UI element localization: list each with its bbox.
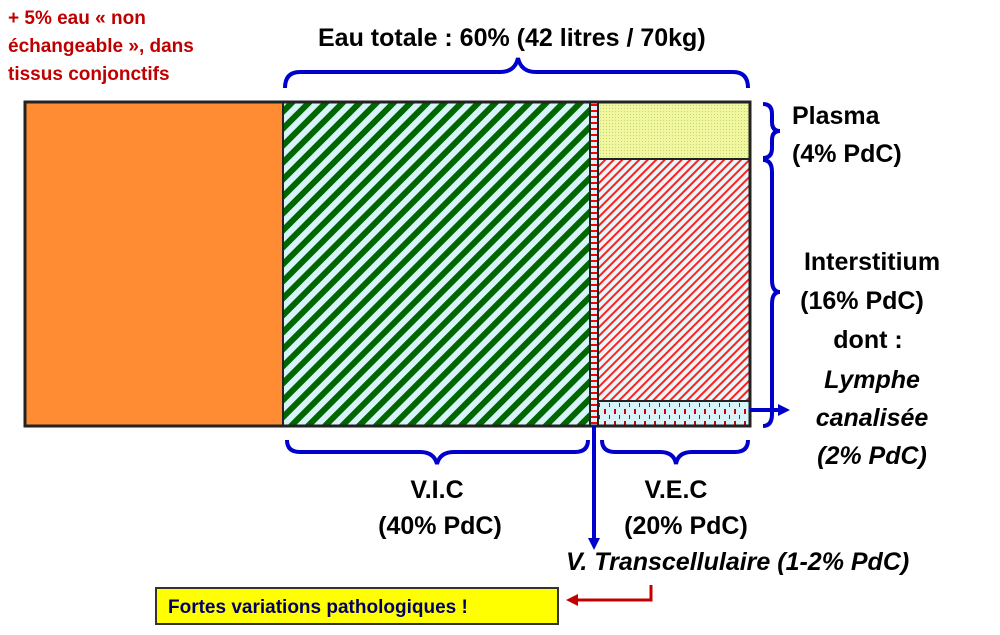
vec-percent: (20% PdC) — [624, 512, 748, 540]
note-line: échangeable », dans — [8, 36, 194, 57]
plasma-percent: (4% PdC) — [792, 140, 902, 168]
callout-text: Fortes variations pathologiques ! — [168, 597, 468, 618]
lymph-arrowhead — [778, 404, 790, 416]
plasma-block — [598, 102, 750, 159]
vic-brace — [285, 439, 590, 465]
lymph-percent: (2% PdC) — [817, 442, 927, 470]
transcellular-arrowhead — [588, 538, 600, 550]
interstitium-dont: dont : — [833, 326, 902, 354]
note-line: tissus conjonctifs — [8, 64, 170, 85]
plasma-label: Plasma — [792, 102, 881, 130]
interstitium-label: Interstitium — [804, 248, 940, 276]
callout-arrowhead — [566, 594, 578, 606]
transcellular-label: V. Transcellulaire (1-2% PdC) — [566, 548, 909, 576]
lymph-block — [598, 401, 750, 426]
interstitium-brace — [762, 158, 781, 428]
note-line: + 5% eau « non — [8, 8, 146, 29]
plasma-brace — [762, 102, 781, 160]
vec-label: V.E.C — [644, 476, 707, 504]
interstitium-percent: (16% PdC) — [800, 287, 924, 315]
vic-label: V.I.C — [410, 476, 463, 504]
vec-brace — [600, 439, 750, 465]
callout-box — [155, 587, 559, 625]
title: Eau totale : 60% (42 litres / 70kg) — [318, 24, 706, 52]
non-exchangeable-block — [25, 102, 283, 426]
lymph-label-2: canalisée — [816, 404, 929, 432]
vic-block — [283, 102, 590, 426]
note-non-exchangeable: + 5% eau « non échangeable », dans tissu… — [8, 8, 194, 85]
block-outlines — [23, 100, 752, 428]
vic-percent: (40% PdC) — [378, 512, 502, 540]
top-brace — [283, 57, 750, 89]
lymph-label: Lymphe — [824, 366, 920, 394]
callout-arrow — [575, 585, 653, 602]
transcellular-strip — [590, 102, 598, 426]
interstitium-block — [598, 159, 750, 401]
